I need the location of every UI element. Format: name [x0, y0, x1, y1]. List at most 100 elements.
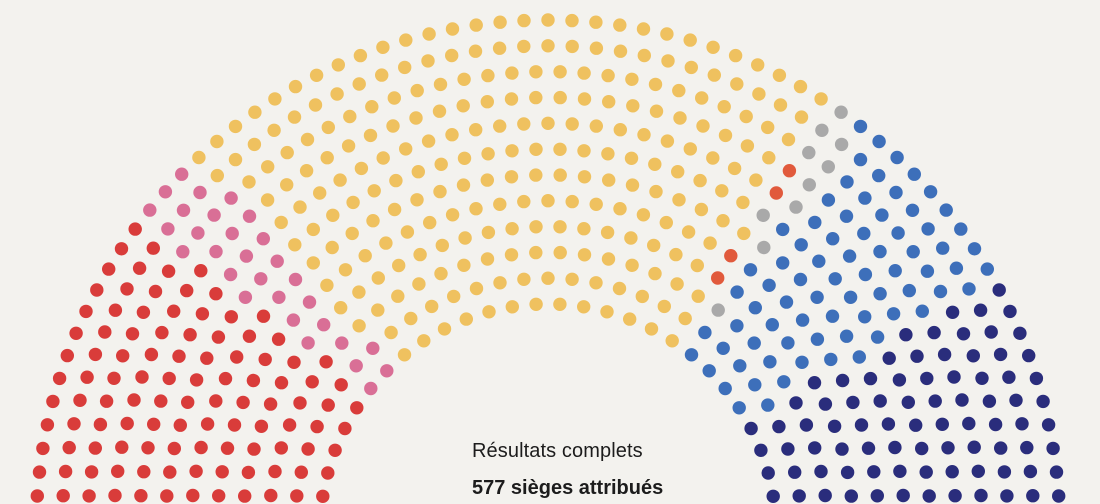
seat-dot — [154, 394, 168, 408]
seat-dot — [371, 271, 385, 285]
seat-dot — [212, 489, 226, 503]
seat-dot — [919, 465, 933, 479]
seat-dot — [681, 225, 696, 239]
seat-dot — [352, 285, 366, 299]
seat-dot — [955, 393, 969, 407]
seat-dot — [107, 371, 121, 385]
seat-dot — [1009, 393, 1023, 407]
seat-dot — [391, 289, 405, 303]
seat-dot — [772, 419, 786, 434]
seat-dot — [399, 142, 413, 156]
seat-dot — [962, 416, 976, 431]
seat-dot — [901, 395, 915, 409]
seat-dot — [338, 421, 352, 436]
seat-dot — [852, 350, 866, 364]
seat-dot — [718, 381, 732, 396]
seat-dot — [334, 301, 348, 315]
seat-dot — [843, 290, 858, 304]
seat-dot — [254, 272, 268, 286]
seat-dot — [319, 355, 333, 369]
seat-dot — [459, 312, 473, 326]
seat-dot — [648, 266, 662, 281]
seat-dot — [504, 248, 519, 262]
seat-dot — [794, 238, 808, 252]
seat-dot — [120, 416, 134, 431]
seat-dot — [993, 347, 1008, 362]
seat-dot — [447, 289, 461, 304]
seat-dot — [82, 489, 96, 503]
seat-dot — [457, 258, 471, 272]
seat-dot — [553, 90, 567, 105]
seat-dot — [1020, 440, 1034, 455]
seat-dot — [870, 330, 885, 344]
seat-dot — [529, 297, 543, 311]
seat-dot — [183, 328, 197, 342]
seat-dot — [815, 123, 829, 137]
seat-dot — [872, 134, 886, 149]
seat-dot — [839, 329, 854, 343]
seat-dot — [661, 54, 675, 68]
seat-dot — [410, 83, 424, 98]
seat-dot — [333, 173, 347, 187]
seat-dot — [137, 465, 151, 479]
seat-dot — [224, 310, 238, 324]
seat-dot — [69, 326, 83, 340]
seat-dot — [751, 58, 765, 72]
seat-dot — [636, 208, 651, 222]
seat-dot — [766, 489, 780, 503]
seat-dot — [366, 341, 380, 355]
seat-dot — [872, 168, 886, 183]
seat-dot — [814, 464, 828, 479]
seat-dot — [644, 322, 659, 336]
seat-dot — [242, 175, 256, 189]
seat-dot — [228, 152, 243, 167]
seat-dot — [404, 311, 418, 326]
seat-dot — [128, 222, 142, 236]
seat-dot — [320, 278, 334, 292]
seat-dot — [258, 352, 272, 367]
seat-dot — [417, 334, 431, 348]
seat-dot — [352, 77, 366, 91]
seat-dot — [896, 488, 910, 503]
seat-dot — [707, 68, 721, 82]
seat-dot — [717, 100, 731, 114]
seat-dot — [1052, 489, 1066, 503]
seat-dot — [625, 178, 640, 192]
seat-dot — [732, 401, 746, 415]
seat-dot — [647, 238, 661, 253]
seat-dot — [846, 395, 860, 410]
seat-dot — [635, 289, 649, 304]
seat-dot — [111, 464, 125, 478]
seat-dot — [306, 222, 320, 237]
seat-dot — [469, 202, 483, 216]
seat-dot — [286, 313, 301, 327]
seat-dot — [529, 142, 543, 156]
seat-dot — [114, 242, 129, 256]
seat-dot — [1000, 489, 1014, 503]
seat-dot — [207, 208, 221, 222]
seat-dot — [132, 261, 147, 275]
seat-dot — [649, 104, 664, 118]
seat-dot — [32, 465, 47, 479]
seat-dot — [858, 267, 873, 282]
seat-dot — [739, 109, 753, 124]
seat-dot — [46, 394, 60, 409]
seat-dot — [433, 184, 447, 199]
seat-dot — [242, 209, 257, 223]
seat-dot — [782, 164, 797, 178]
seat-dot — [148, 284, 163, 299]
seat-dot — [517, 39, 531, 54]
seat-dot — [828, 272, 842, 286]
seat-dot — [116, 349, 130, 363]
seat-dot — [694, 202, 709, 217]
seat-dot — [1015, 417, 1029, 431]
seat-dot — [660, 134, 675, 148]
seat-dot — [906, 245, 920, 259]
seat-dot — [529, 65, 543, 79]
seat-dot — [180, 283, 194, 298]
seat-dot — [422, 27, 436, 41]
seat-dot — [1026, 489, 1040, 503]
seat-dot — [209, 287, 223, 301]
seat-dot — [808, 441, 822, 455]
seat-dot — [730, 285, 744, 299]
